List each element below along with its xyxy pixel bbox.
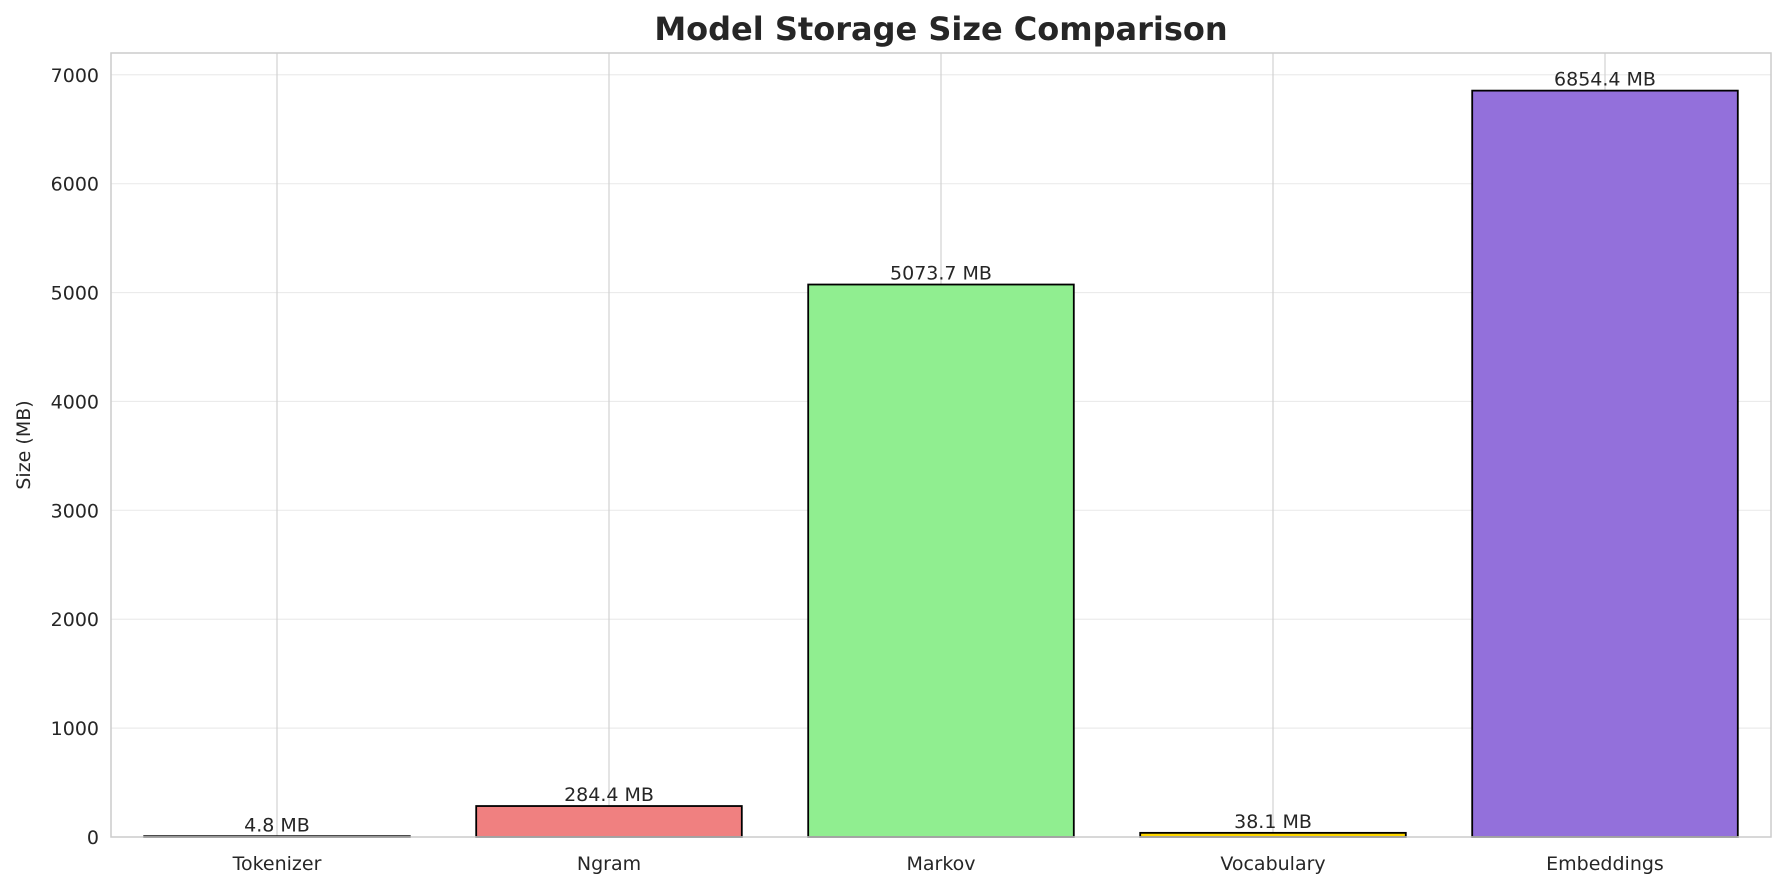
data-label-vocabulary: 38.1 MB (1234, 811, 1312, 833)
y-tick-label: 0 (87, 827, 99, 849)
data-label-markov: 5073.7 MB (890, 263, 992, 285)
plot-frame (110, 52, 1772, 838)
chart-title: Model Storage Size Comparison (654, 10, 1227, 48)
y-tick-label: 6000 (51, 174, 99, 196)
data-label-embeddings: 6854.4 MB (1554, 69, 1656, 91)
x-tick-label-ngram: Ngram (577, 853, 641, 875)
bar-ngram (475, 805, 743, 838)
y-tick-label: 4000 (51, 391, 99, 413)
data-label-ngram: 284.4 MB (564, 784, 654, 806)
bar-layer (143, 89, 1739, 838)
x-tick-label-embeddings: Embeddings (1546, 853, 1664, 875)
y-tick-label: 7000 (51, 65, 99, 87)
tick-layer: 0 1000 2000 3000 4000 5000 6000 7000 Tokenizer Ng… (51, 65, 1664, 875)
bar-markov (807, 283, 1075, 838)
label-layer: 4.8 MB 284.4 MB 5073.7 MB 38.1 MB 6854.4 MB (244, 69, 1656, 837)
y-tick-label: 5000 (51, 283, 99, 305)
y-tick-label: 2000 (51, 609, 99, 631)
x-tick-label-vocabulary: Vocabulary (1220, 853, 1325, 875)
y-tick-label: 1000 (51, 718, 99, 740)
y-tick-label: 3000 (51, 500, 99, 522)
bar-embeddings (1471, 89, 1739, 838)
data-label-tokenizer: 4.8 MB (244, 814, 310, 836)
x-tick-label-markov: Markov (906, 853, 975, 875)
x-tick-label-tokenizer: Tokenizer (232, 853, 322, 875)
y-axis-label: Size (MB) (13, 400, 35, 489)
